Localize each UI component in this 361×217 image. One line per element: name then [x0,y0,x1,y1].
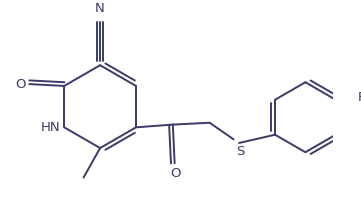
Text: O: O [15,78,26,90]
Text: N: N [95,2,105,15]
Text: HN: HN [41,121,61,134]
Text: S: S [236,145,244,158]
Text: O: O [170,167,181,180]
Text: F: F [358,91,361,104]
